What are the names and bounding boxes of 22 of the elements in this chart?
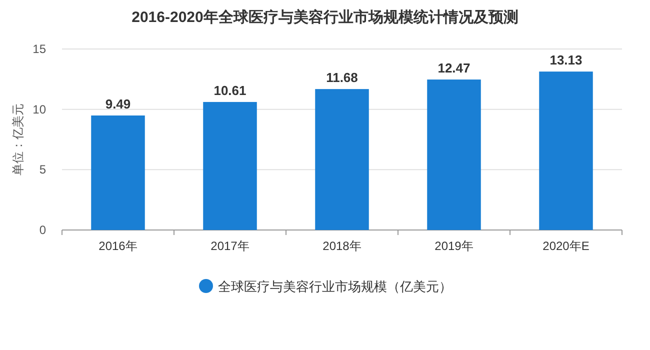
bar [315,89,369,230]
data-label: 13.13 [550,52,582,68]
x-tick-label: 2016年 [98,239,138,253]
data-label: 9.49 [105,96,131,112]
bar [91,115,145,230]
y-tick-label: 0 [39,223,46,237]
data-label: 11.68 [326,70,358,86]
bar [539,72,593,230]
bar [203,102,257,230]
legend-label: 全球医疗与美容行业市场规模（亿美元） [218,279,452,294]
data-label: 12.47 [438,60,470,76]
y-tick-label: 15 [32,42,46,56]
y-axis-title: 单位：亿美元 [11,104,25,176]
chart-title: 2016-2020年全球医疗与美容行业市场规模统计情况及预测 [132,8,518,26]
x-tick-label: 2017年 [210,239,250,253]
y-tick-label: 10 [32,102,46,116]
data-label: 10.61 [214,82,246,98]
bar [427,80,481,230]
x-tick-label: 2018年 [322,239,362,253]
x-tick-label: 2020年E [542,239,590,253]
y-tick-label: 5 [39,162,46,177]
x-tick-label: 2019年 [434,239,474,253]
